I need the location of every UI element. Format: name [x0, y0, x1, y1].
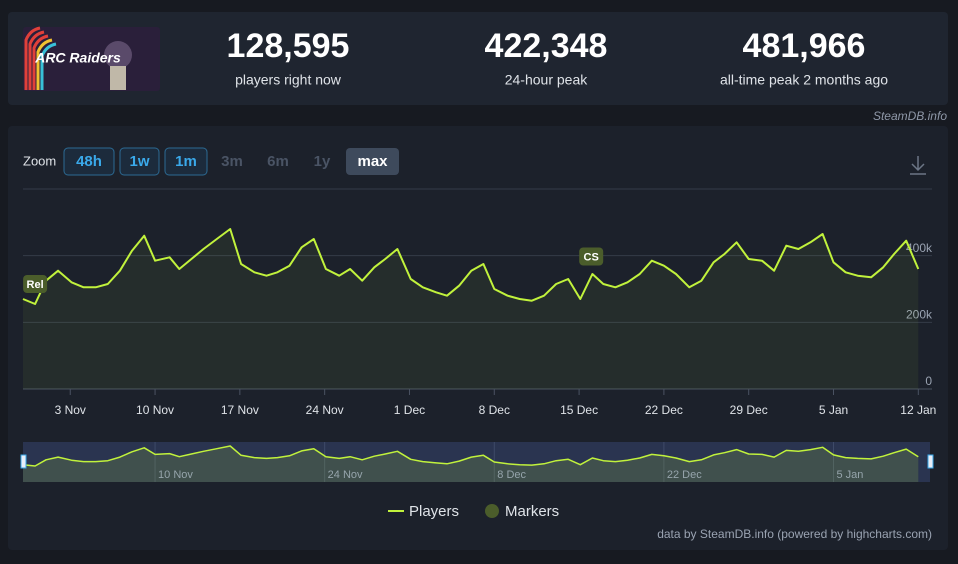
x-tick-label: 10 Nov — [136, 403, 174, 417]
x-tick-label: 24 Nov — [306, 403, 344, 417]
zoom-button[interactable] — [119, 147, 160, 176]
zoom-buttons: 48h 1w 1m 3m 6m 1y max — [63, 147, 399, 176]
legend-swatch — [485, 504, 499, 518]
legend-label[interactable]: Markers — [505, 503, 559, 520]
zoom-button[interactable] — [346, 148, 399, 175]
x-tick-label: 1 Dec — [394, 403, 425, 417]
logo-stripe — [40, 42, 57, 90]
footer-credit[interactable]: data by SteamDB.info (powered by highcha… — [657, 527, 932, 541]
logo-stripes — [24, 26, 49, 90]
zoom-label: Zoom — [23, 153, 56, 168]
x-tick-label: 5 Jan — [819, 403, 848, 417]
logo-figure — [104, 41, 132, 69]
series-line — [22, 228, 920, 305]
navigator-tick-label: 8 Dec — [497, 469, 526, 481]
navigator-series: 10 Nov 24 Nov 8 Dec 22 Dec 5 Jan — [22, 442, 919, 482]
game-logo-text: ARC Raiders — [34, 50, 121, 66]
y-tick-label: 0 — [925, 374, 932, 388]
series-area — [23, 446, 919, 482]
stat-label: 24-hour peak — [505, 72, 589, 88]
navigator-handle[interactable] — [20, 454, 27, 469]
plot: 0 200k 400k 3 Nov 10 Nov 17 Nov 24 Nov 1 Dec 8 D… — [22, 228, 936, 417]
navigator-tick-label: 10 Nov — [158, 469, 193, 481]
stat-value: 422,348 — [485, 27, 608, 65]
marker[interactable] — [23, 275, 48, 293]
navigator-handle[interactable] — [927, 454, 934, 469]
stat-label: players right now — [235, 72, 342, 88]
marker-label: CS — [584, 251, 599, 263]
logo-stripe — [36, 38, 53, 90]
stat-value: 481,966 — [743, 27, 866, 65]
marker[interactable] — [579, 247, 604, 266]
zoom-button-text[interactable]: 1m — [175, 153, 197, 170]
x-tick-label: 12 Jan — [900, 403, 936, 417]
x-tick-label: 15 Dec — [560, 403, 598, 417]
navigator-tick-label: 22 Dec — [667, 469, 702, 481]
series-area — [23, 229, 919, 389]
zoom-button-text[interactable]: max — [357, 153, 388, 170]
zoom-button[interactable] — [164, 147, 208, 176]
stat-label: all-time peak 2 months ago — [720, 72, 888, 88]
x-tick-label: 8 Dec — [479, 403, 510, 417]
download-icon[interactable] — [910, 156, 926, 175]
y-tick-label: 400k — [906, 241, 933, 255]
stat-value: 128,595 — [227, 27, 350, 65]
x-tick-label: 17 Nov — [221, 403, 259, 417]
zoom-button-text: 6m — [267, 153, 289, 170]
y-tick-label: 200k — [906, 308, 933, 322]
stats-panel — [8, 12, 948, 105]
navigator-tick-label: 24 Nov — [328, 469, 363, 481]
source-credit[interactable]: SteamDB.info — [873, 109, 947, 123]
legend: Players Markers — [388, 503, 559, 520]
navigator[interactable] — [23, 442, 930, 482]
zoom-button-text[interactable]: 48h — [76, 153, 102, 170]
x-tick-label: 22 Dec — [645, 403, 683, 417]
x-tick-label: 3 Nov — [55, 403, 86, 417]
zoom-button[interactable] — [63, 147, 115, 176]
marker-label: Rel — [27, 279, 44, 291]
series-line — [22, 445, 919, 467]
x-tick-label: 29 Dec — [730, 403, 768, 417]
logo-figure — [110, 66, 126, 90]
navigator-tick-label: 5 Jan — [837, 469, 864, 481]
legend-label[interactable]: Players — [409, 503, 459, 520]
zoom-button-text: 3m — [221, 153, 243, 170]
zoom-button-text: 1y — [314, 153, 331, 170]
zoom-button-text[interactable]: 1w — [129, 153, 149, 170]
